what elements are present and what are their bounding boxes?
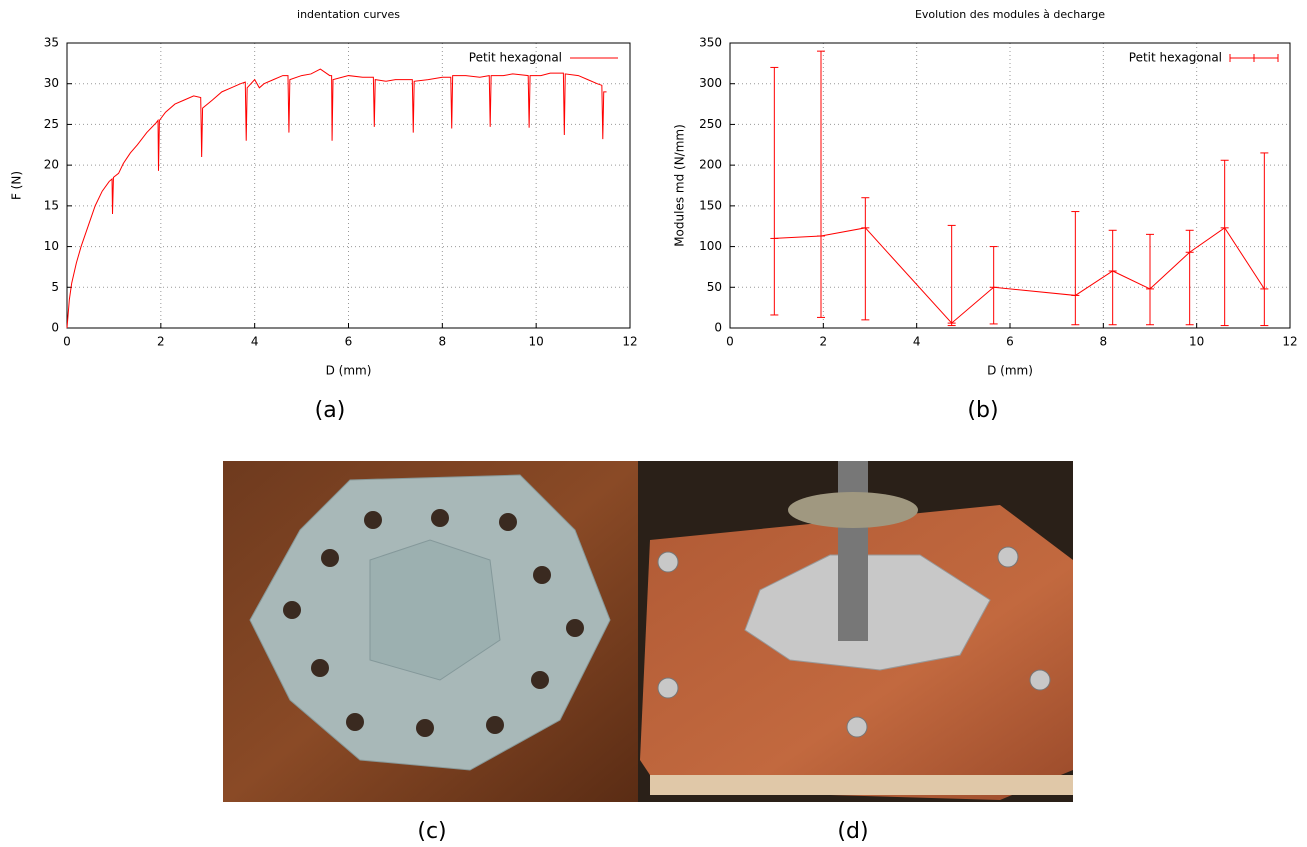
y-tick-label: 10 — [44, 239, 59, 253]
y-tick-label: 15 — [44, 198, 59, 212]
y-tick-label: 0 — [51, 321, 59, 335]
x-tick-label: 10 — [1189, 335, 1204, 349]
y-tick-label: 250 — [699, 117, 722, 131]
chart-title: indentation curves — [297, 8, 400, 21]
data-line — [774, 227, 1265, 324]
y-tick-label: 25 — [44, 117, 59, 131]
x-tick-label: 0 — [726, 335, 734, 349]
x-tick-label: 6 — [345, 335, 353, 349]
x-tick-label: 12 — [1282, 335, 1297, 349]
y-tick-label: 35 — [44, 36, 59, 50]
x-tick-label: 10 — [529, 335, 544, 349]
caption: (c) — [417, 819, 446, 844]
x-tick-label: 8 — [1100, 335, 1108, 349]
x-axis-label: D (mm) — [326, 364, 372, 378]
y-tick-label: 200 — [699, 158, 722, 172]
x-tick-label: 12 — [622, 335, 637, 349]
x-tick-label: 0 — [63, 335, 71, 349]
y-tick-label: 300 — [699, 76, 722, 90]
y-tick-label: 5 — [51, 280, 59, 294]
y-axis-label: F (N) — [10, 171, 24, 200]
y-tick-label: 20 — [44, 158, 59, 172]
caption: (d) — [837, 819, 868, 844]
plot-frame — [729, 42, 1291, 329]
y-tick-label: 30 — [44, 76, 59, 90]
photo-d — [638, 461, 1073, 802]
y-tick-label: 150 — [699, 198, 722, 212]
photo-c — [223, 461, 638, 802]
legend-label: Petit hexagonal — [469, 51, 562, 65]
plot-frame — [66, 42, 631, 329]
caption: (a) — [315, 398, 346, 423]
legend-label: Petit hexagonal — [1129, 51, 1222, 65]
x-tick-label: 4 — [251, 335, 259, 349]
y-tick-label: 0 — [714, 321, 722, 335]
x-tick-label: 4 — [913, 335, 921, 349]
x-tick-label: 6 — [1006, 335, 1014, 349]
x-axis-label: D (mm) — [987, 364, 1033, 378]
y-tick-label: 50 — [707, 280, 722, 294]
x-tick-label: 8 — [439, 335, 447, 349]
y-axis-label: Modules md (N/mm) — [673, 124, 687, 247]
x-tick-label: 2 — [820, 335, 828, 349]
caption: (b) — [967, 398, 998, 423]
chart-title: Evolution des modules à decharge — [915, 8, 1105, 21]
data-line — [66, 68, 607, 329]
y-tick-label: 100 — [699, 239, 722, 253]
y-tick-label: 350 — [699, 36, 722, 50]
x-tick-label: 2 — [157, 335, 165, 349]
